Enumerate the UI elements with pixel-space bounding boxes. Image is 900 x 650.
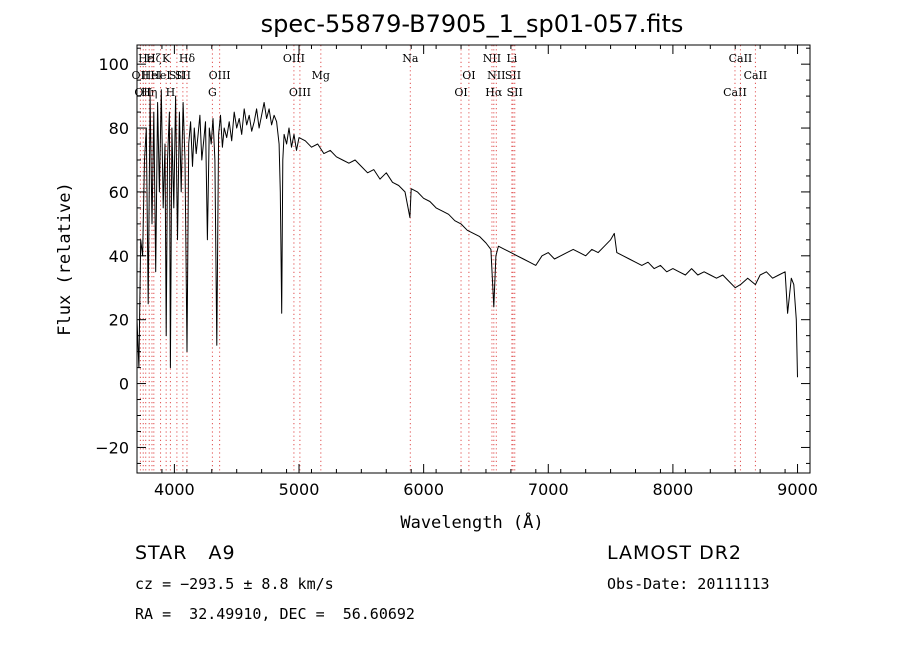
y-axis-label: Flux (relative)	[55, 182, 75, 336]
redshift-velocity: cz = −293.5 ± 8.8 km/s	[135, 575, 334, 593]
y-tick-label: 40	[109, 247, 129, 266]
spectral-line-label: Hη	[141, 86, 157, 99]
spectral-line-label: Hζ	[146, 52, 162, 65]
spectral-line-label: SII	[505, 69, 521, 82]
x-tick-label: 8000	[653, 480, 694, 499]
axis-ticks: 4000 5000 6000 7000 8000 9000 −20 0 20 40 60 80 100	[95, 45, 818, 499]
x-tick-label: 5000	[279, 480, 320, 499]
y-tick-label: −20	[95, 438, 129, 457]
spectral-line-label: SII	[169, 69, 185, 82]
spectral-line-label: Hα	[485, 86, 503, 99]
y-tick-label: 20	[109, 311, 129, 330]
spectral-line-label: CaII	[729, 52, 753, 65]
spectral-line-label: NII	[483, 52, 501, 65]
sky-coordinates: RA = 32.49910, DEC = 56.60692	[135, 605, 415, 623]
spectral-line-label: OIII	[209, 69, 231, 82]
line-marker-layer: OIIOIIHεHηHeIHζHeIKHSIISIIHδGOIIIOIIIOII…	[132, 45, 768, 473]
spectral-line-label: Hδ	[179, 52, 196, 65]
spectral-line-label: OIII	[289, 86, 311, 99]
spectral-line-label: SII	[507, 86, 523, 99]
spectral-line-label: OI	[454, 86, 467, 99]
spectral-line-label: OIII	[283, 52, 305, 65]
spectral-line-label: Na	[402, 52, 419, 65]
spectrum-layer	[136, 89, 798, 378]
spectral-line-label: SII	[175, 69, 191, 82]
spectral-line-label: Hε	[138, 52, 154, 65]
x-axis-label: Wavelength (Å)	[400, 511, 543, 533]
spectral-line-label: G	[208, 86, 217, 99]
spectral-line-label: Li	[506, 52, 517, 65]
star-type: STAR A9	[135, 542, 236, 564]
spectral-line-label: H	[166, 86, 176, 99]
spectral-line-label: K	[162, 52, 171, 65]
x-tick-label: 9000	[777, 480, 818, 499]
spectral-line-label: CaII	[744, 69, 768, 82]
spectral-line-label: OII	[132, 69, 150, 82]
spectral-line-label: HeI	[142, 69, 162, 82]
x-tick-label: 7000	[528, 480, 569, 499]
y-tick-label: 80	[109, 119, 129, 138]
spectral-line-label: OI	[462, 69, 475, 82]
y-tick-label: 0	[119, 375, 129, 394]
spectral-line-label: NII	[487, 69, 505, 82]
spectral-line-label: Mg	[312, 69, 330, 82]
x-tick-label: 6000	[403, 480, 444, 499]
spectral-line-label: CaII	[723, 86, 747, 99]
survey-name: LAMOST DR2	[607, 542, 742, 564]
x-tick-label: 4000	[154, 480, 195, 499]
spectrum-line	[136, 89, 798, 378]
y-tick-label: 60	[109, 183, 129, 202]
spectral-line-label: HeI	[150, 69, 170, 82]
chart-title: spec-55879-B7905_1_sp01-057.fits	[261, 10, 684, 38]
plot-frame	[136, 44, 811, 474]
observation-date: Obs-Date: 20111113	[607, 575, 770, 593]
y-tick-label: 100	[98, 55, 129, 74]
